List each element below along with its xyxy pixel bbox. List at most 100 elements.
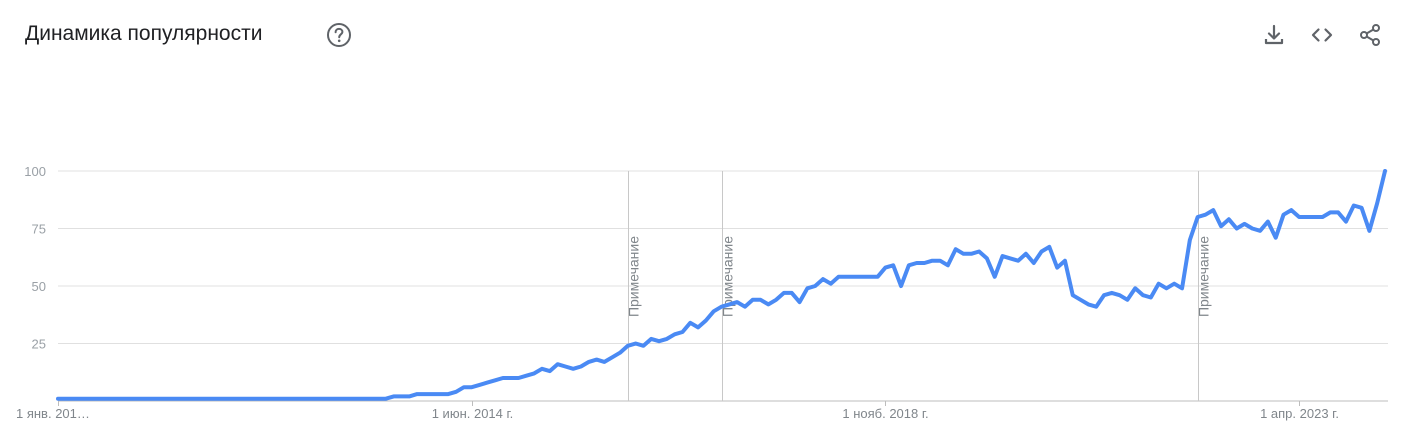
data-point <box>728 303 731 306</box>
y-tick-label-25: 25 <box>32 337 46 352</box>
data-point <box>291 397 294 400</box>
help-circle-icon[interactable] <box>326 22 352 48</box>
data-point <box>876 275 879 278</box>
data-point <box>1344 220 1347 223</box>
data-point <box>611 356 614 359</box>
data-point <box>689 321 692 324</box>
data-point <box>970 252 973 255</box>
data-point <box>1204 213 1207 216</box>
x-tick-label-1: 1 янв. 201… <box>16 406 90 421</box>
data-point <box>384 397 387 400</box>
data-point <box>213 397 216 400</box>
data-point <box>80 397 83 400</box>
data-point <box>751 298 754 301</box>
data-point <box>88 397 91 400</box>
data-point <box>252 397 255 400</box>
data-point <box>915 262 918 265</box>
data-point <box>1337 211 1340 214</box>
data-point <box>96 397 99 400</box>
data-point <box>1079 298 1082 301</box>
data-point <box>1142 294 1145 297</box>
data-point <box>806 287 809 290</box>
data-point <box>900 285 903 288</box>
data-point <box>1384 170 1387 173</box>
data-point <box>353 397 356 400</box>
share-icon[interactable] <box>1357 22 1383 48</box>
data-point <box>603 360 606 363</box>
data-point <box>884 266 887 269</box>
data-point <box>1298 216 1301 219</box>
data-point <box>142 397 145 400</box>
data-point <box>962 252 965 255</box>
data-point <box>509 377 512 380</box>
data-point <box>1149 296 1152 299</box>
data-point <box>939 259 942 262</box>
data-point <box>775 298 778 301</box>
data-point <box>1173 282 1176 285</box>
data-point <box>704 319 707 322</box>
data-point <box>478 383 481 386</box>
data-point <box>275 397 278 400</box>
data-point <box>1001 255 1004 258</box>
data-point <box>1196 216 1199 219</box>
data-point <box>556 363 559 366</box>
data-point <box>650 337 653 340</box>
data-point <box>1321 216 1324 219</box>
data-point <box>720 305 723 308</box>
data-point <box>946 264 949 267</box>
annotation-label-3: Примечание <box>1196 236 1212 317</box>
data-point <box>470 386 473 389</box>
data-point <box>127 397 130 400</box>
annotation-label-1: Примечание <box>626 236 642 317</box>
embed-code-icon[interactable] <box>1309 22 1335 48</box>
data-point <box>135 397 138 400</box>
data-point <box>181 397 184 400</box>
data-point <box>1227 218 1230 221</box>
data-point <box>525 374 528 377</box>
data-point <box>259 397 262 400</box>
data-point <box>361 397 364 400</box>
data-point <box>626 344 629 347</box>
data-point <box>228 397 231 400</box>
data-point <box>790 291 793 294</box>
data-point <box>431 393 434 396</box>
data-point <box>1134 287 1137 290</box>
data-point <box>892 264 895 267</box>
data-point <box>322 397 325 400</box>
chart-title: Динамика популярности <box>25 22 263 45</box>
data-point <box>782 291 785 294</box>
data-point <box>759 298 762 301</box>
data-point <box>1243 222 1246 225</box>
data-point <box>1282 213 1285 216</box>
data-point <box>166 397 169 400</box>
data-point <box>923 262 926 265</box>
data-point <box>993 275 996 278</box>
data-point <box>1009 257 1012 260</box>
data-point <box>416 393 419 396</box>
data-point <box>673 333 676 336</box>
data-point <box>845 275 848 278</box>
data-point <box>1032 262 1035 265</box>
data-point <box>1220 225 1223 228</box>
data-point <box>595 358 598 361</box>
data-point <box>1352 204 1355 207</box>
data-point <box>1102 294 1105 297</box>
data-point <box>1259 229 1262 232</box>
data-point <box>1368 229 1371 232</box>
data-point <box>1157 282 1160 285</box>
data-point <box>658 340 661 343</box>
data-point <box>298 397 301 400</box>
data-point <box>197 397 200 400</box>
data-point <box>798 301 801 304</box>
download-icon[interactable] <box>1261 22 1287 48</box>
data-point <box>1266 220 1269 223</box>
data-point <box>1087 303 1090 306</box>
data-point <box>579 365 582 368</box>
chart-header: Динамика популярности <box>0 0 1405 80</box>
data-point <box>540 367 543 370</box>
data-point <box>533 372 536 375</box>
data-point <box>1024 252 1027 255</box>
data-point <box>392 395 395 398</box>
x-tick-label-4: 1 апр. 2023 г. <box>1260 406 1339 421</box>
data-point <box>189 397 192 400</box>
